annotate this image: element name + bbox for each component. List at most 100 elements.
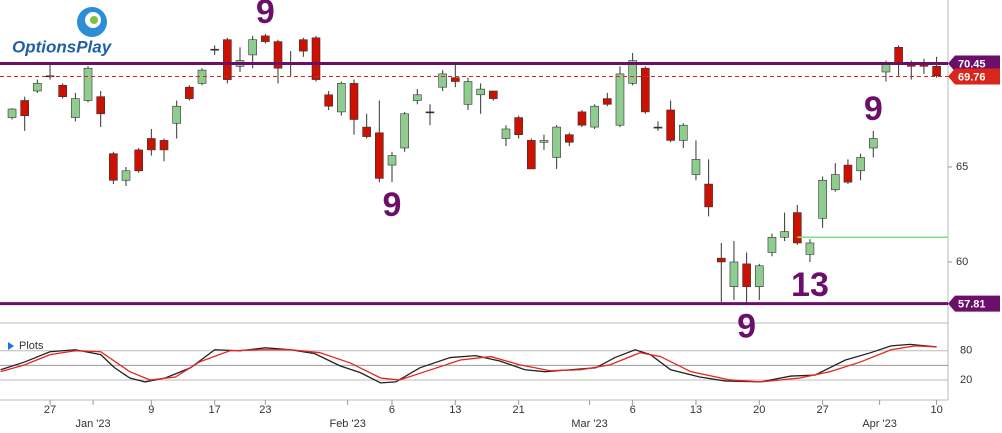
price-tag-label: 69.76 — [958, 71, 986, 83]
annotation: 9 — [383, 186, 402, 224]
x-tick-label: 23 — [259, 404, 271, 416]
candle-body — [565, 134, 574, 143]
candle-body — [615, 73, 625, 126]
candle-body — [387, 155, 397, 166]
annotation: 9 — [864, 90, 883, 128]
y-tick-label: 65 — [956, 161, 968, 173]
candle-body — [742, 263, 751, 287]
annotation: 9 — [256, 0, 275, 31]
x-tick-label: 10 — [930, 404, 942, 416]
candle-body — [792, 212, 802, 244]
x-tick-label: 17 — [209, 404, 221, 416]
logo-icon-dot — [90, 16, 98, 24]
candle-body — [134, 149, 143, 172]
candle-body — [476, 88, 485, 96]
candle-body — [830, 174, 840, 191]
candle-body — [375, 132, 384, 179]
annotation: 9 — [737, 308, 756, 346]
candle-body — [552, 126, 561, 158]
candle-body — [58, 84, 67, 97]
candle-body — [147, 138, 156, 151]
candle-body — [337, 83, 346, 113]
candle-body — [653, 126, 663, 129]
x-tick-label: 6 — [630, 404, 636, 416]
candle-body — [172, 105, 181, 124]
candle-body — [33, 83, 42, 92]
y-tick-label: 80 — [960, 345, 972, 357]
candle-body — [501, 128, 511, 139]
x-tick-label: 21 — [513, 404, 525, 416]
candle-body — [438, 73, 447, 88]
candle-body — [868, 138, 878, 149]
oscillator-line — [0, 345, 937, 383]
candle-body — [590, 105, 599, 128]
x-tick-label: 27 — [816, 404, 828, 416]
candle-body — [451, 77, 460, 82]
candle-body — [489, 90, 498, 99]
candle-body — [881, 64, 891, 73]
candle-body — [400, 113, 409, 149]
candle-body — [71, 98, 80, 118]
candle-body — [894, 47, 903, 65]
candle-body — [425, 111, 435, 114]
x-tick-label: 9 — [148, 404, 154, 416]
candle-body — [20, 100, 29, 116]
y-tick-label: 60 — [956, 256, 968, 268]
candle-body — [248, 39, 257, 56]
logo-text: OptionsPlay — [12, 37, 113, 56]
x-tick-label: 6 — [389, 404, 395, 416]
x-tick-label: 27 — [44, 404, 56, 416]
candle-body — [159, 140, 169, 151]
annotation: 13 — [791, 266, 829, 304]
candle-body — [767, 236, 777, 253]
x-month-label: Apr '23 — [862, 418, 897, 430]
candle-body — [83, 67, 93, 101]
candle-body — [843, 164, 853, 183]
candle-body — [818, 179, 827, 219]
candle-body — [463, 81, 473, 105]
candle-body — [704, 183, 713, 208]
x-tick-label: 13 — [449, 404, 461, 416]
x-month-label: Jan '23 — [76, 418, 111, 430]
candle-body — [324, 94, 333, 107]
candle-body — [539, 140, 549, 143]
candle-body — [185, 86, 194, 99]
candle-body — [273, 41, 283, 69]
candle-body — [311, 37, 321, 80]
price-tag-label: 57.81 — [958, 298, 986, 310]
candle-body — [932, 65, 941, 77]
candle-body — [261, 35, 270, 42]
candle-body — [640, 67, 650, 113]
x-month-label: Feb '23 — [329, 418, 365, 430]
candle-body — [577, 111, 587, 126]
candle-body — [628, 60, 637, 84]
price-tag — [948, 55, 1000, 72]
candle-body — [349, 83, 359, 120]
y-tick-label: 20 — [960, 374, 972, 386]
candle-body — [603, 98, 612, 105]
price-tag-label: 70.45 — [958, 58, 986, 70]
candle-body — [362, 126, 371, 137]
candle-body — [856, 157, 865, 172]
candle-body — [805, 242, 815, 255]
candle-body — [754, 265, 764, 287]
candle-body — [7, 108, 17, 118]
candle-body — [121, 170, 131, 181]
candle-body — [691, 159, 701, 175]
candle-body — [729, 261, 739, 287]
logo: OptionsPlay — [12, 7, 113, 56]
x-month-label: Mar '23 — [571, 418, 607, 430]
candle-body — [96, 96, 105, 115]
candle-body — [527, 140, 536, 170]
candle-body — [716, 257, 726, 263]
price-tag — [948, 68, 1000, 85]
candle-body — [666, 109, 675, 141]
x-tick-label: 13 — [690, 404, 702, 416]
candle-body — [109, 153, 118, 181]
plots-icon — [8, 342, 14, 350]
price-tag — [948, 295, 1000, 312]
x-tick-label: 20 — [753, 404, 765, 416]
candle-body — [413, 94, 422, 101]
candle-body — [514, 117, 523, 135]
